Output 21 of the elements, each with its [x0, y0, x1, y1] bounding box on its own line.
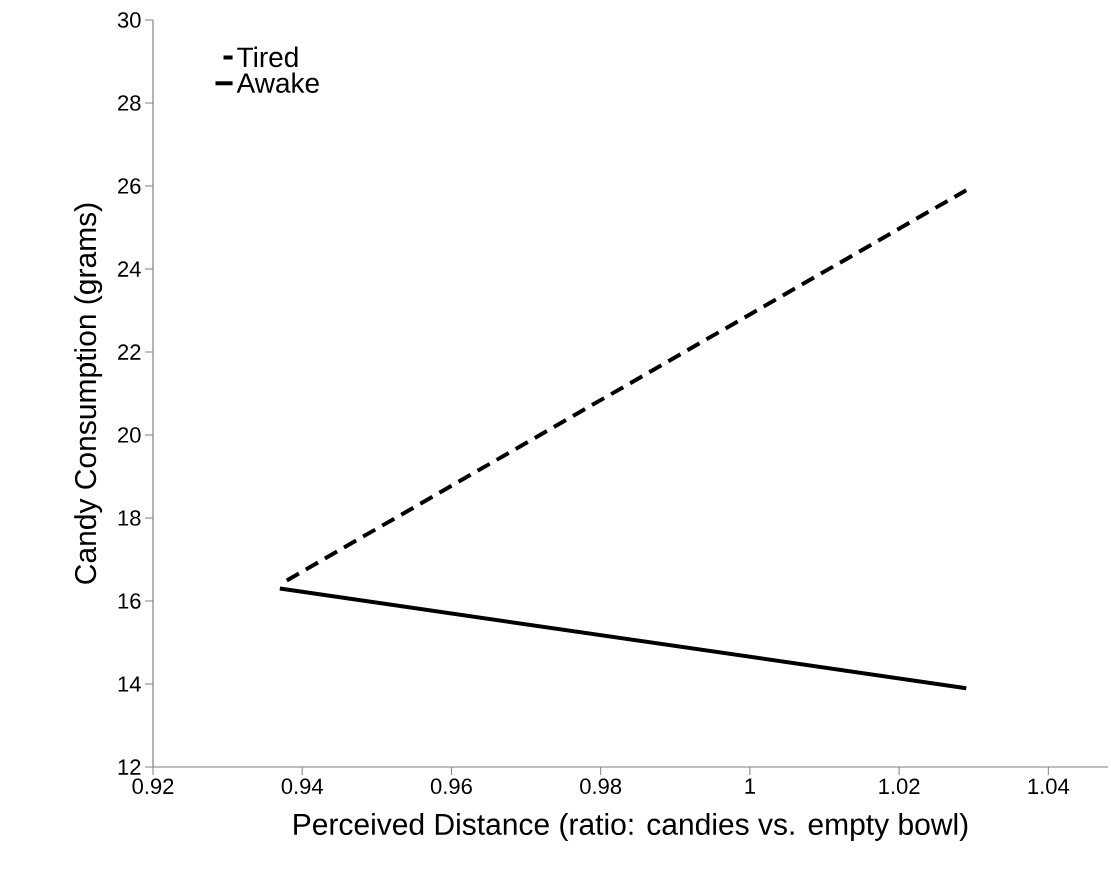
y-tick-label: 22 [118, 344, 141, 360]
y-tick-label: 16 [118, 593, 141, 609]
y-tick-label: 28 [118, 95, 141, 111]
x-tick-label: 1.04 [1028, 778, 1070, 795]
x-tick-label: 1.02 [879, 778, 920, 795]
y-tick-label: 30 [117, 12, 141, 28]
x-tick-label: 0.96 [430, 778, 472, 795]
y-axis-title: Candy Consumption (grams) [74, 203, 103, 584]
y-tick-label: 14 [118, 676, 141, 692]
y-tick-label: 12 [118, 759, 141, 775]
x-axis-title: Perceived Distance (ratio: candies vs. empty bowl) [294, 812, 968, 841]
y-tick-label: 24 [118, 261, 141, 277]
x-tick-label: 0.94 [281, 778, 323, 795]
y-tick-label: 20 [118, 427, 141, 443]
y-tick-label: 26 [118, 178, 141, 194]
x-tick-label: 0.98 [580, 778, 622, 795]
x-tick-label: 1 [745, 778, 755, 794]
x-tick-label: 0.92 [132, 778, 174, 795]
legend-label: Awake [236, 72, 319, 93]
y-tick-label: 18 [118, 510, 141, 526]
legend-label: Tired [237, 46, 298, 68]
